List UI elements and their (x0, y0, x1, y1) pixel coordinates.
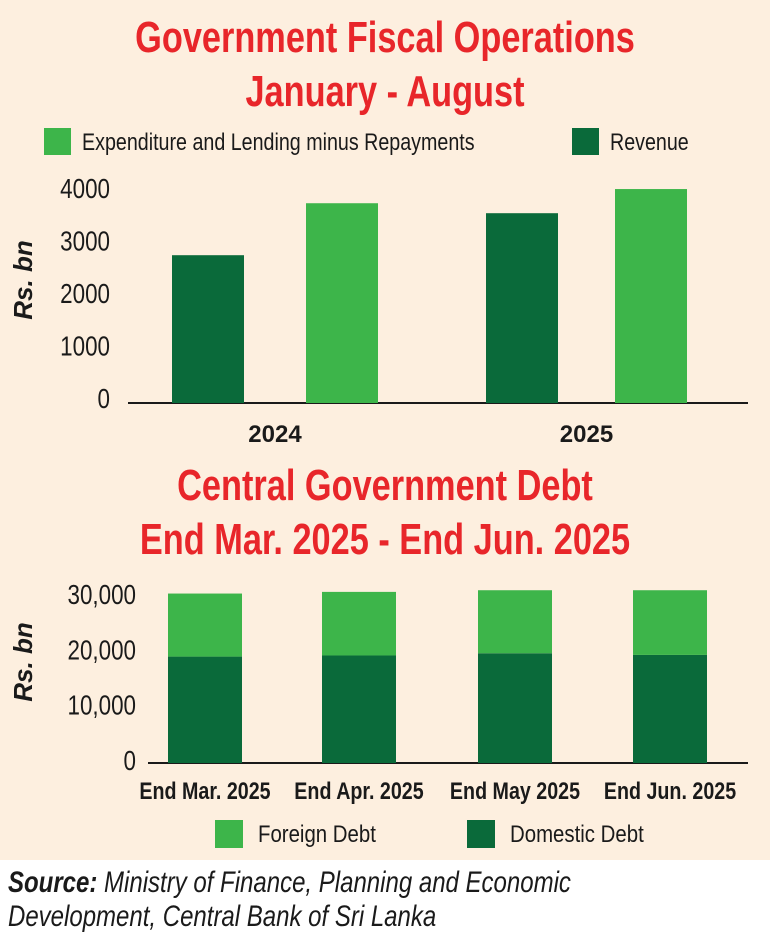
chart1-x-tick: 2024 (248, 421, 302, 448)
chart2-bar-domestic-debt (322, 655, 396, 763)
chart1-bar-revenue-2024 (172, 255, 244, 403)
chart2-subtitle: End Mar. 2025 - End Jun. 2025 (139, 515, 631, 564)
chart2-x-tick: End Jun. 2025 (604, 777, 736, 804)
chart2-bar-foreign-debt (478, 590, 552, 654)
source-text: Ministry of Finance, Planning and Econom… (97, 866, 571, 899)
chart1-subtitle: January - August (245, 67, 525, 116)
charts-svg: 0 1000 2000 3000 4000 Rs. bn 2024 2025 Expenditu… (8, 128, 748, 848)
chart2-bar-domestic-debt (478, 653, 552, 763)
chart2-bar-domestic-debt (633, 654, 707, 763)
chart2-bar-foreign-debt (168, 593, 242, 657)
chart1-title: Government Fiscal Operations (135, 13, 635, 62)
chart1-y-tick: 0 (98, 384, 110, 415)
legend-swatch-domestic-debt (467, 820, 495, 848)
legend-label-revenue: Revenue (610, 128, 689, 155)
chart1-bar-expenditure-2025 (615, 189, 687, 403)
chart2-bar-foreign-debt (322, 591, 396, 656)
chart1-y-tick: 3000 (60, 226, 110, 257)
legend-label-foreign-debt: Foreign Debt (258, 820, 377, 847)
chart2-y-label: Rs. bn (8, 622, 38, 701)
legend-label-domestic-debt: Domestic Debt (510, 820, 644, 847)
chart2-title: Central Government Debt (177, 461, 593, 510)
chart2-y-tick: 10,000 (68, 690, 136, 721)
chart1-bar-expenditure-2024 (306, 203, 378, 403)
chart2-bar-foreign-debt (633, 590, 707, 655)
chart2-y-tick: 0 (124, 746, 136, 777)
chart2-x-tick: End May 2025 (450, 777, 580, 804)
chart1-y-tick: 1000 (60, 331, 110, 362)
chart2-bar-domestic-debt (168, 656, 242, 763)
source-note: Source: Ministry of Finance, Planning an… (8, 866, 571, 934)
chart1-y-tick: 2000 (60, 279, 110, 310)
source-label: Source: (8, 866, 98, 899)
legend-swatch-revenue (572, 128, 599, 155)
chart2-y-tick: 20,000 (68, 635, 136, 666)
chart2-x-tick: End Apr. 2025 (294, 777, 423, 804)
chart2-y-tick: 30,000 (68, 580, 136, 611)
legend-swatch-foreign-debt (215, 820, 243, 848)
chart1-bar-revenue-2025 (486, 213, 558, 403)
chart1-y-label: Rs. bn (8, 240, 38, 319)
chart1-y-tick: 4000 (60, 174, 110, 205)
legend-label-expenditure: Expenditure and Lending minus Repayments (82, 128, 475, 155)
chart1-x-tick: 2025 (560, 421, 613, 448)
chart2-x-tick: End Mar. 2025 (139, 777, 270, 804)
source-text-line2: Development, Central Bank of Sri Lanka (8, 900, 437, 933)
legend-swatch-expenditure (44, 128, 71, 155)
